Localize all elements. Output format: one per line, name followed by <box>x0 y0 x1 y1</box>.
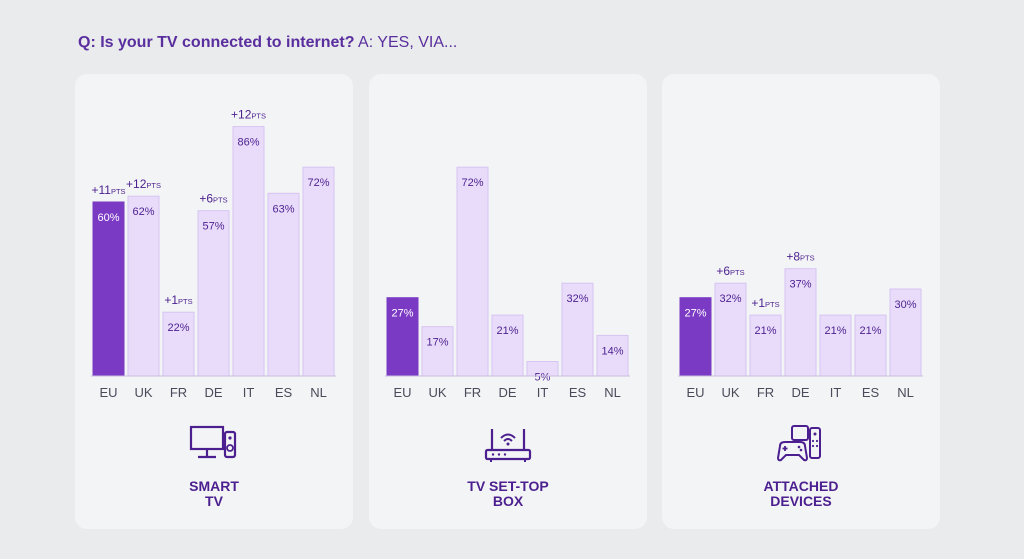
label-attached-devices: ATTACHED DEVICES <box>662 479 940 509</box>
value-label-it: 5% <box>535 372 551 384</box>
router-icon <box>484 429 532 462</box>
value-label-nl: 14% <box>601 345 623 357</box>
tick-label-uk: UK <box>134 385 152 400</box>
bar-de <box>784 268 817 377</box>
tick-label-es: ES <box>275 385 293 400</box>
bar-de <box>197 210 230 377</box>
value-label-uk: 32% <box>719 293 741 305</box>
bar-de <box>491 314 524 377</box>
bar-chart-attached-devices: 27% EU 32% +6PTS UK 21% +1PTS FR 37% +8PTS DE 21% IT… <box>678 250 923 400</box>
change-label-de: +8PTS <box>786 250 814 264</box>
change-label-uk: +12PTS <box>126 177 161 191</box>
change-label-it: +12PTS <box>231 108 266 122</box>
label-line-1: ATTACHED <box>763 478 839 494</box>
bar-chart-set-top-box: 27% EU 17% UK 72% FR 21% DE 5%IT 32% ES 14% NL <box>385 166 630 400</box>
tick-label-de: DE <box>498 385 516 400</box>
value-label-uk: 62% <box>132 206 154 218</box>
panel-set-top-box: 27% EU 17% UK 72% FR 21% DE 5% IT 32% ES 14% NL TV SE… <box>369 74 647 529</box>
label-line-2: DEVICES <box>770 493 832 509</box>
tick-label-fr: FR <box>757 385 774 400</box>
value-label-de: 37% <box>789 279 811 291</box>
label-smart-tv: SMART TV <box>75 479 353 509</box>
label-line-2: TV <box>205 493 223 509</box>
change-label-de: +6PTS <box>199 192 227 206</box>
value-label-es: 63% <box>272 203 294 215</box>
value-label-eu: 27% <box>391 308 413 320</box>
bar-uk <box>714 282 747 377</box>
question-title: Q: Is your TV connected to internet? A: … <box>78 34 457 52</box>
value-label-de: 21% <box>496 325 518 337</box>
value-label-fr: 22% <box>167 322 189 334</box>
tick-label-it: IT <box>243 385 255 400</box>
bar-nl <box>889 288 922 377</box>
change-label-eu: +11PTS <box>91 183 125 197</box>
bar-es <box>854 314 887 377</box>
tick-label-uk: UK <box>428 385 446 400</box>
bar-eu <box>679 297 712 377</box>
devices-icon <box>776 425 821 462</box>
tick-label-uk: UK <box>721 385 739 400</box>
smart-tv-icon <box>189 425 237 459</box>
bar-es <box>267 192 300 377</box>
tick-label-it: IT <box>830 385 842 400</box>
tick-label-es: ES <box>862 385 880 400</box>
label-line-2: BOX <box>492 493 524 509</box>
bar-nl <box>302 166 335 377</box>
value-label-de: 57% <box>202 221 224 233</box>
bar-fr <box>162 311 195 377</box>
bar-uk <box>421 326 454 377</box>
bar-it <box>819 314 852 377</box>
value-label-nl: 30% <box>894 299 916 311</box>
value-label-fr: 21% <box>754 325 776 337</box>
value-label-it: 86% <box>237 137 259 149</box>
label-line-1: SMART <box>189 478 239 494</box>
tick-label-eu: EU <box>393 385 411 400</box>
tick-label-nl: NL <box>897 385 914 400</box>
value-label-eu: 27% <box>684 308 706 320</box>
tick-label-it: IT <box>537 385 549 400</box>
panel-smart-tv: 60% +11PTS EU 62% +12PTS UK 22% +1PTS FR 57% +6PTS… <box>75 74 353 529</box>
change-label-fr: +1PTS <box>164 293 192 307</box>
value-label-uk: 17% <box>426 337 448 349</box>
tick-label-nl: NL <box>604 385 621 400</box>
bar-fr <box>749 314 782 377</box>
tick-label-eu: EU <box>686 385 704 400</box>
answer-text: A: YES, VIA... <box>358 34 458 51</box>
value-label-nl: 72% <box>307 177 329 189</box>
value-label-eu: 60% <box>97 212 119 224</box>
change-label-uk: +6PTS <box>716 264 744 278</box>
bar-chart-smart-tv: 60% +11PTS EU 62% +12PTS UK 22% +1PTS FR 57% +6PTS… <box>91 108 336 400</box>
bar-it <box>232 126 265 377</box>
label-line-1: TV SET-TOP <box>467 478 549 494</box>
tick-label-eu: EU <box>99 385 117 400</box>
tick-label-fr: FR <box>464 385 481 400</box>
question-text: Q: Is your TV connected to internet? <box>78 34 355 51</box>
change-label-fr: +1PTS <box>751 296 779 310</box>
bar-eu <box>92 201 125 377</box>
value-label-es: 32% <box>566 293 588 305</box>
tick-label-de: DE <box>791 385 809 400</box>
label-set-top-box: TV SET-TOP BOX <box>369 479 647 509</box>
bar-uk <box>127 195 160 377</box>
value-label-it: 21% <box>824 325 846 337</box>
tick-label-nl: NL <box>310 385 327 400</box>
bar-fr <box>456 166 489 377</box>
panel-attached-devices: 27% EU 32% +6PTS UK 21% +1PTS FR 37% +8PTS DE 21% IT… <box>662 74 940 529</box>
value-label-fr: 72% <box>461 177 483 189</box>
tick-label-es: ES <box>569 385 587 400</box>
tick-label-de: DE <box>204 385 222 400</box>
tick-label-fr: FR <box>170 385 187 400</box>
value-label-es: 21% <box>859 325 881 337</box>
